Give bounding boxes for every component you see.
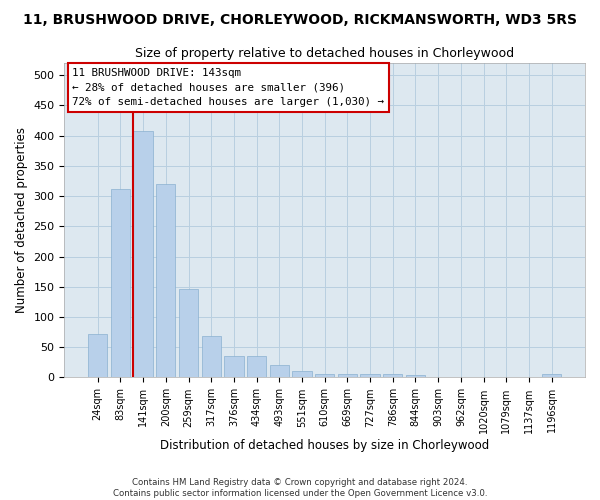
Bar — [338, 374, 357, 378]
Bar — [361, 374, 380, 378]
Bar — [156, 184, 175, 378]
Bar — [406, 375, 425, 378]
Title: Size of property relative to detached houses in Chorleywood: Size of property relative to detached ho… — [135, 48, 514, 60]
Text: 11, BRUSHWOOD DRIVE, CHORLEYWOOD, RICKMANSWORTH, WD3 5RS: 11, BRUSHWOOD DRIVE, CHORLEYWOOD, RICKMA… — [23, 12, 577, 26]
Bar — [111, 189, 130, 378]
Bar — [383, 374, 403, 378]
Bar — [269, 366, 289, 378]
Bar — [292, 371, 311, 378]
Bar — [542, 374, 562, 378]
Bar — [224, 356, 244, 378]
Y-axis label: Number of detached properties: Number of detached properties — [15, 128, 28, 314]
Bar — [179, 288, 198, 378]
Text: 11 BRUSHWOOD DRIVE: 143sqm
← 28% of detached houses are smaller (396)
72% of sem: 11 BRUSHWOOD DRIVE: 143sqm ← 28% of deta… — [72, 68, 384, 108]
X-axis label: Distribution of detached houses by size in Chorleywood: Distribution of detached houses by size … — [160, 440, 490, 452]
Bar — [88, 334, 107, 378]
Bar — [315, 374, 334, 378]
Text: Contains HM Land Registry data © Crown copyright and database right 2024.
Contai: Contains HM Land Registry data © Crown c… — [113, 478, 487, 498]
Bar — [133, 132, 153, 378]
Bar — [247, 356, 266, 378]
Bar — [202, 336, 221, 378]
